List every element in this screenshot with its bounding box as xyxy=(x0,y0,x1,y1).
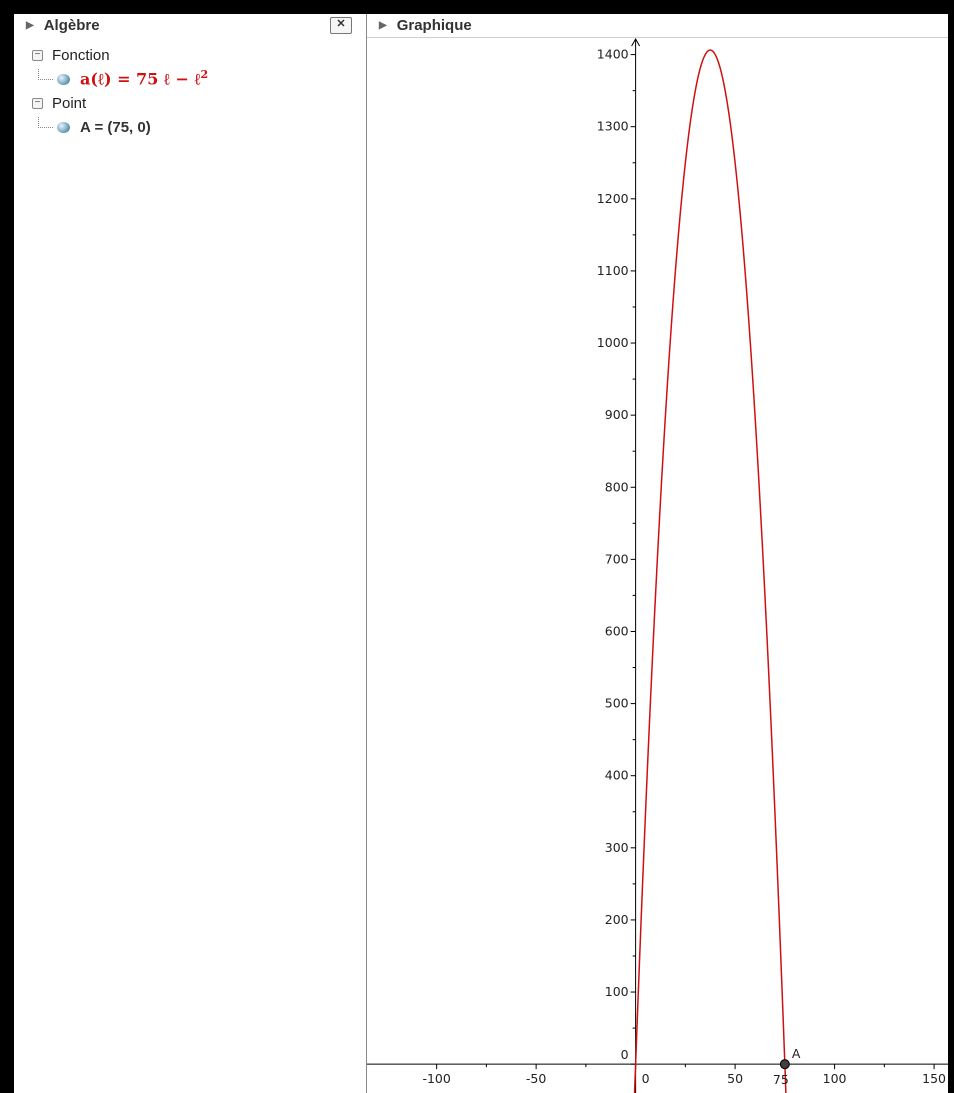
visibility-ball-icon[interactable] xyxy=(57,121,70,133)
visibility-ball-icon[interactable] xyxy=(57,73,70,85)
y-tick-label: 1400 xyxy=(597,47,629,62)
header-separator xyxy=(367,37,948,38)
y-tick-label: 1300 xyxy=(597,119,629,134)
y-tick-label: 400 xyxy=(605,768,629,783)
folder-point[interactable]: − Point xyxy=(32,92,208,114)
algebra-header: ▶ Algèbre ✕ xyxy=(26,14,356,36)
collapse-triangle-icon[interactable]: ▶ xyxy=(379,19,387,31)
folder-label: Fonction xyxy=(52,46,110,64)
y-tick-label: 100 xyxy=(605,984,629,999)
y-axis-arrow xyxy=(631,38,641,47)
y-tick-label: 900 xyxy=(605,407,629,422)
graphics-view[interactable]: ▶ Graphique -100 -50 0 50 100 150 0 100 200 300 40… xyxy=(367,14,948,1093)
pane-divider[interactable] xyxy=(366,14,367,1093)
folder-fonction[interactable]: − Fonction xyxy=(32,44,208,66)
point-a[interactable] xyxy=(779,1059,790,1070)
x-tick-label: -100 xyxy=(422,1071,450,1086)
y-tick-label: 800 xyxy=(605,479,629,494)
y-tick-label: 300 xyxy=(605,840,629,855)
x-tick-label: 0 xyxy=(642,1071,650,1086)
x-tick-label: 100 xyxy=(823,1071,847,1086)
close-button[interactable]: ✕ xyxy=(330,17,352,34)
curve-layer xyxy=(633,49,787,1093)
point-a-x-label: 75 xyxy=(773,1072,789,1087)
object-tree: − Fonction a(ℓ) = 75 ℓ − ℓ2 − Point A = … xyxy=(32,44,208,140)
collapse-minus-icon[interactable]: − xyxy=(32,97,43,109)
axes: -100 -50 0 50 100 150 0 100 200 300 400 500 600 700 80… xyxy=(367,38,948,1093)
y-tick-label: 1200 xyxy=(597,191,629,206)
algebra-title: Algèbre xyxy=(43,16,100,34)
window: ▶ Algèbre ✕ − Fonction a(ℓ) = 75 ℓ − ℓ2 … xyxy=(14,14,948,1093)
graphics-title: Graphique xyxy=(396,16,472,34)
plot-canvas[interactable]: -100 -50 0 50 100 150 0 100 200 300 400 500 600 700 80… xyxy=(367,38,948,1093)
x-tick-label: -50 xyxy=(526,1071,546,1086)
function-curve xyxy=(633,49,787,1093)
function-definition: a(ℓ) = 75 ℓ − ℓ2 xyxy=(80,68,209,89)
point-item[interactable]: A = (75, 0) xyxy=(32,114,208,140)
point-definition: A = (75, 0) xyxy=(80,118,151,136)
collapse-minus-icon[interactable]: − xyxy=(32,49,43,61)
tree-branch-line xyxy=(38,116,53,128)
y-tick-label: 700 xyxy=(605,551,629,566)
collapse-triangle-icon[interactable]: ▶ xyxy=(26,19,34,31)
point-layer[interactable]: A75 xyxy=(773,1046,801,1087)
point-a-label: A xyxy=(792,1046,801,1061)
x-tick-label: 50 xyxy=(727,1071,743,1086)
x-tick-label: 150 xyxy=(922,1071,946,1086)
y-tick-label: 200 xyxy=(605,912,629,927)
y-tick-label: 0 xyxy=(621,1047,629,1062)
exponent: 2 xyxy=(200,68,209,82)
graphics-header: ▶ Graphique xyxy=(379,14,939,36)
y-tick-label: 500 xyxy=(605,696,629,711)
tree-branch-line xyxy=(38,68,53,80)
folder-label: Point xyxy=(52,94,87,112)
y-tick-label: 1100 xyxy=(597,263,629,278)
y-tick-label: 600 xyxy=(605,623,629,638)
function-item[interactable]: a(ℓ) = 75 ℓ − ℓ2 xyxy=(32,66,208,92)
algebra-view: ▶ Algèbre ✕ − Fonction a(ℓ) = 75 ℓ − ℓ2 … xyxy=(14,14,366,1093)
y-tick-label: 1000 xyxy=(597,335,629,350)
